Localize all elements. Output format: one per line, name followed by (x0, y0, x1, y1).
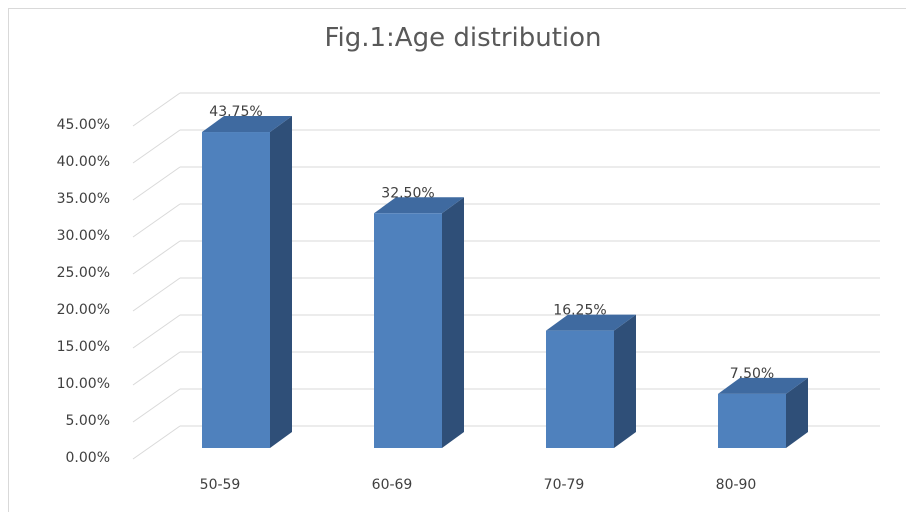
bar (718, 393, 786, 448)
y-tick-label: 25.00% (57, 265, 110, 281)
y-tick-label: 15.00% (57, 339, 110, 355)
gridline-diagonal (132, 240, 181, 275)
data-label: 32.50% (381, 185, 434, 201)
gridline-diagonal (132, 203, 181, 238)
bar (202, 132, 270, 448)
y-tick-label: 10.00% (57, 376, 110, 392)
y-tick-label: 20.00% (57, 302, 110, 318)
y-tick-label: 45.00% (57, 117, 110, 133)
x-tick-label: 80-90 (716, 477, 757, 493)
y-axis-ticks: 0.00% 5.00% 10.00% 15.00% 20.00% 25.00% 30.00%… (57, 117, 110, 466)
bar (374, 213, 442, 448)
data-label: 43.75% (209, 104, 262, 120)
gridline-diagonal (132, 92, 181, 127)
bar (546, 330, 614, 448)
y-tick-label: 30.00% (57, 228, 110, 244)
gridline-diagonal (132, 351, 181, 386)
bar-top (718, 377, 808, 394)
x-tick-label: 60-69 (372, 477, 413, 493)
y-tick-label: 40.00% (57, 154, 110, 170)
y-tick-label: 5.00% (66, 413, 110, 429)
bars: 43.75% 32.50% 16.25% 7.50% (202, 104, 808, 449)
bar-top (546, 314, 636, 331)
bar-side (786, 377, 808, 448)
bar-side (614, 314, 636, 448)
gridline-diagonal (132, 166, 181, 201)
x-axis-ticks: 50-59 60-69 70-79 80-90 (200, 477, 757, 493)
x-tick-label: 70-79 (544, 477, 585, 493)
gridline-diagonal (132, 388, 181, 423)
bar-top (202, 116, 292, 133)
data-label: 16.25% (553, 303, 606, 319)
gridline-diagonal (132, 314, 181, 349)
bar-top (374, 197, 464, 214)
chart-frame (8, 8, 906, 512)
gridline-diagonal (132, 129, 181, 164)
gridline-diagonal (132, 425, 181, 460)
chart-title: Fig.1:Age distribution (324, 23, 601, 53)
data-label: 7.50% (730, 366, 774, 382)
y-tick-label: 35.00% (57, 191, 110, 207)
gridline-diagonal (132, 277, 181, 312)
y-tick-label: 0.00% (66, 450, 110, 466)
bar-side (270, 116, 292, 449)
bar-side (442, 197, 464, 448)
x-tick-label: 50-59 (200, 477, 241, 493)
